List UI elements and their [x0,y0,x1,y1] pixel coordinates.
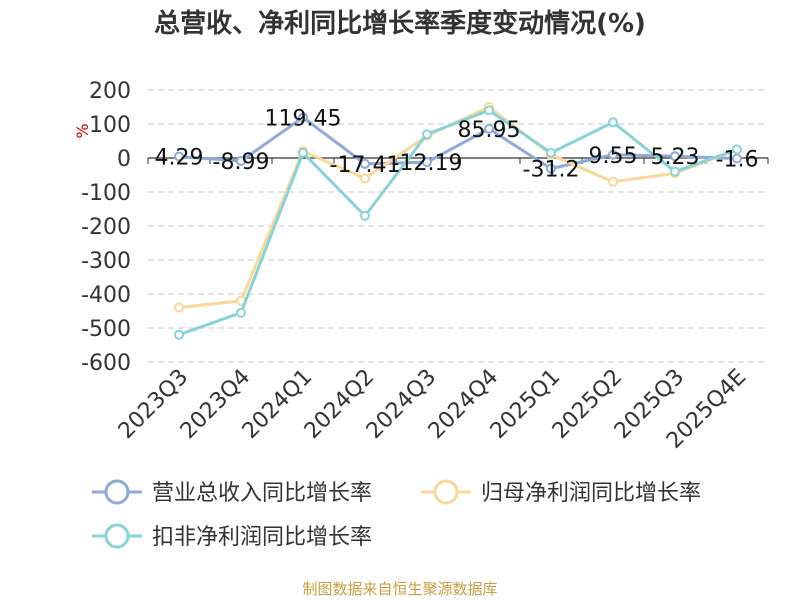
y-tick-label: 0 [117,147,131,172]
data-point [422,129,432,140]
data-label: -8.99 [213,150,270,175]
legend-item: 扣非净利润同比增长率 [92,523,372,550]
data-point [236,307,246,318]
data-label: -31.2 [523,158,580,183]
chart-title: 总营收、净利同比增长率季度变动情况(%) [154,8,646,39]
y-tick-label: -500 [81,317,131,342]
y-tick-label: 100 [89,113,131,138]
legend-label: 归母净利润同比增长率 [481,481,701,506]
data-point [174,302,184,313]
data-point [732,153,742,164]
legend-label: 扣非净利润同比增长率 [152,525,372,550]
data-point [422,157,432,168]
legend-marker [104,479,130,505]
data-point [608,149,618,160]
y-tick-label: 200 [89,79,131,104]
data-point [360,158,370,169]
y-axis-ticks: 200 100 0 -100 -200 -300 -400 -500 -600 [81,79,131,376]
y-tick-label: -600 [81,351,131,376]
series-1 [174,112,742,174]
data-label: 119.45 [265,106,342,131]
data-point [236,156,246,167]
grid-lines [148,89,768,363]
y-tick-label: -200 [81,215,131,240]
data-point [298,147,308,158]
y-tick-label: -400 [81,283,131,308]
data-label: 85.95 [458,118,521,143]
data-source: 制图数据来自恒生聚源数据库 [302,580,497,598]
data-label: -12.19 [392,151,463,176]
data-point [484,123,494,134]
x-axis-ticks: 2023Q32023Q42024Q12024Q22024Q32024Q42025… [114,365,751,454]
legend-label: 营业总收入同比增长率 [152,481,372,506]
data-point [546,147,556,158]
data-point [546,163,556,174]
y-axis-unit: % [73,123,92,138]
data-point [608,117,618,128]
data-label: -17.41 [330,153,401,178]
series-3 [174,105,742,340]
data-point [360,173,370,184]
legend-marker [433,479,459,505]
data-point [484,105,494,116]
data-label: -1.6 [716,148,759,173]
data-point [360,210,370,221]
series-line [178,115,738,171]
data-label: 4.29 [155,146,204,171]
data-point [298,112,308,123]
series-line [178,108,738,337]
series-lines [174,102,742,340]
data-point [732,144,742,155]
legend-item: 归母净利润同比增长率 [421,479,701,506]
data-label: 9.55 [589,144,638,169]
y-tick-label: -300 [81,249,131,274]
legend-marker [104,523,130,549]
data-point [174,329,184,340]
data-point [608,176,618,187]
data-label: 5.23 [651,145,700,170]
data-point [670,166,680,177]
data-point [670,151,680,162]
y-tick-label: -100 [81,181,131,206]
data-labels: 4.29 -8.99 119.45 -17.41-12.19 85.95-31.2 9.5… [155,106,759,182]
legend-item: 营业总收入同比增长率 [92,479,372,506]
data-point [174,151,184,162]
